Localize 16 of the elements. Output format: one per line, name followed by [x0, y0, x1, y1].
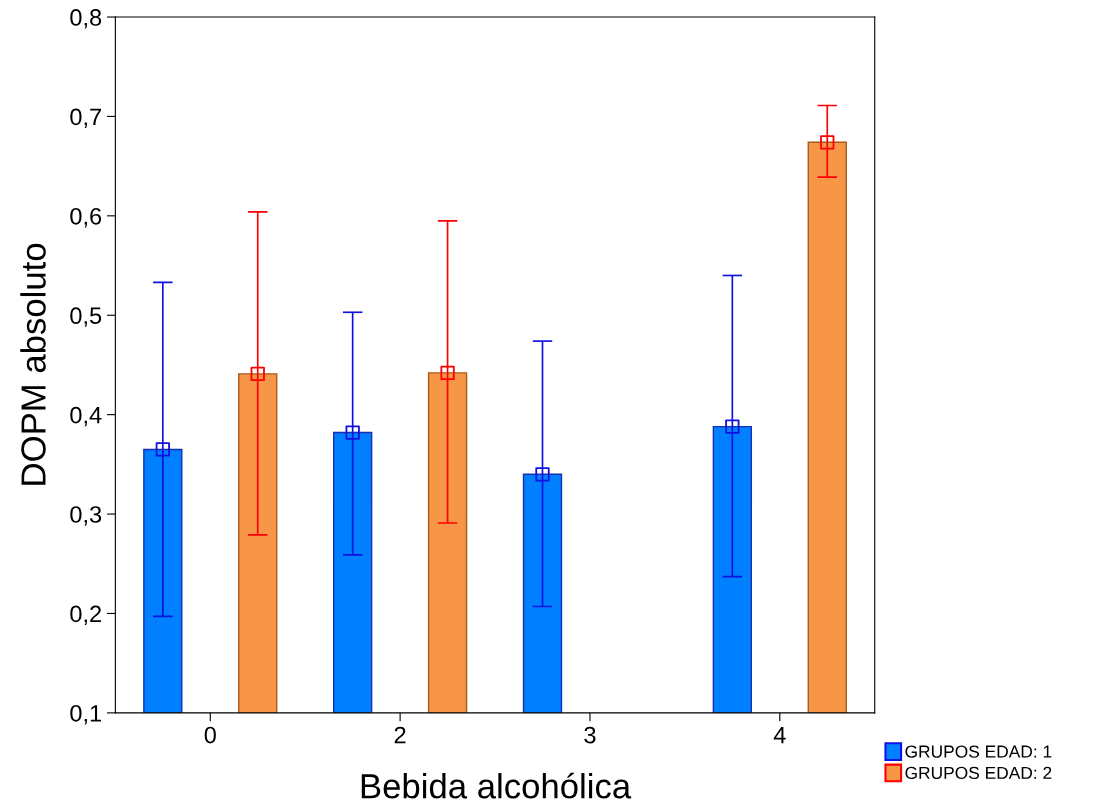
x-tick-label: 0	[204, 726, 216, 744]
y-tick-label: 0,7	[70, 108, 101, 129]
x-axis-title: Bebida alcohólica	[361, 772, 632, 799]
y-tick-label: 0,2	[70, 605, 101, 626]
y-axis-title: DOPM absoluto	[20, 243, 46, 485]
y-tick-label: 0,4	[70, 406, 102, 427]
y-tick-label: 0,6	[70, 207, 102, 228]
y-tick-label: 0,8	[70, 9, 102, 29]
legend-label: GRUPOS EDAD: 1	[905, 745, 1052, 758]
legend-label: GRUPOS EDAD: 2	[905, 766, 1052, 780]
x-tick-label: 3	[584, 726, 596, 744]
y-tick-label: 0,5	[70, 307, 102, 327]
y-tick-label: 0,1	[70, 704, 102, 725]
y-tick-label: 0,3	[70, 506, 102, 526]
x-tick-label: 2	[394, 726, 406, 744]
x-tick-label: 4	[773, 726, 786, 744]
